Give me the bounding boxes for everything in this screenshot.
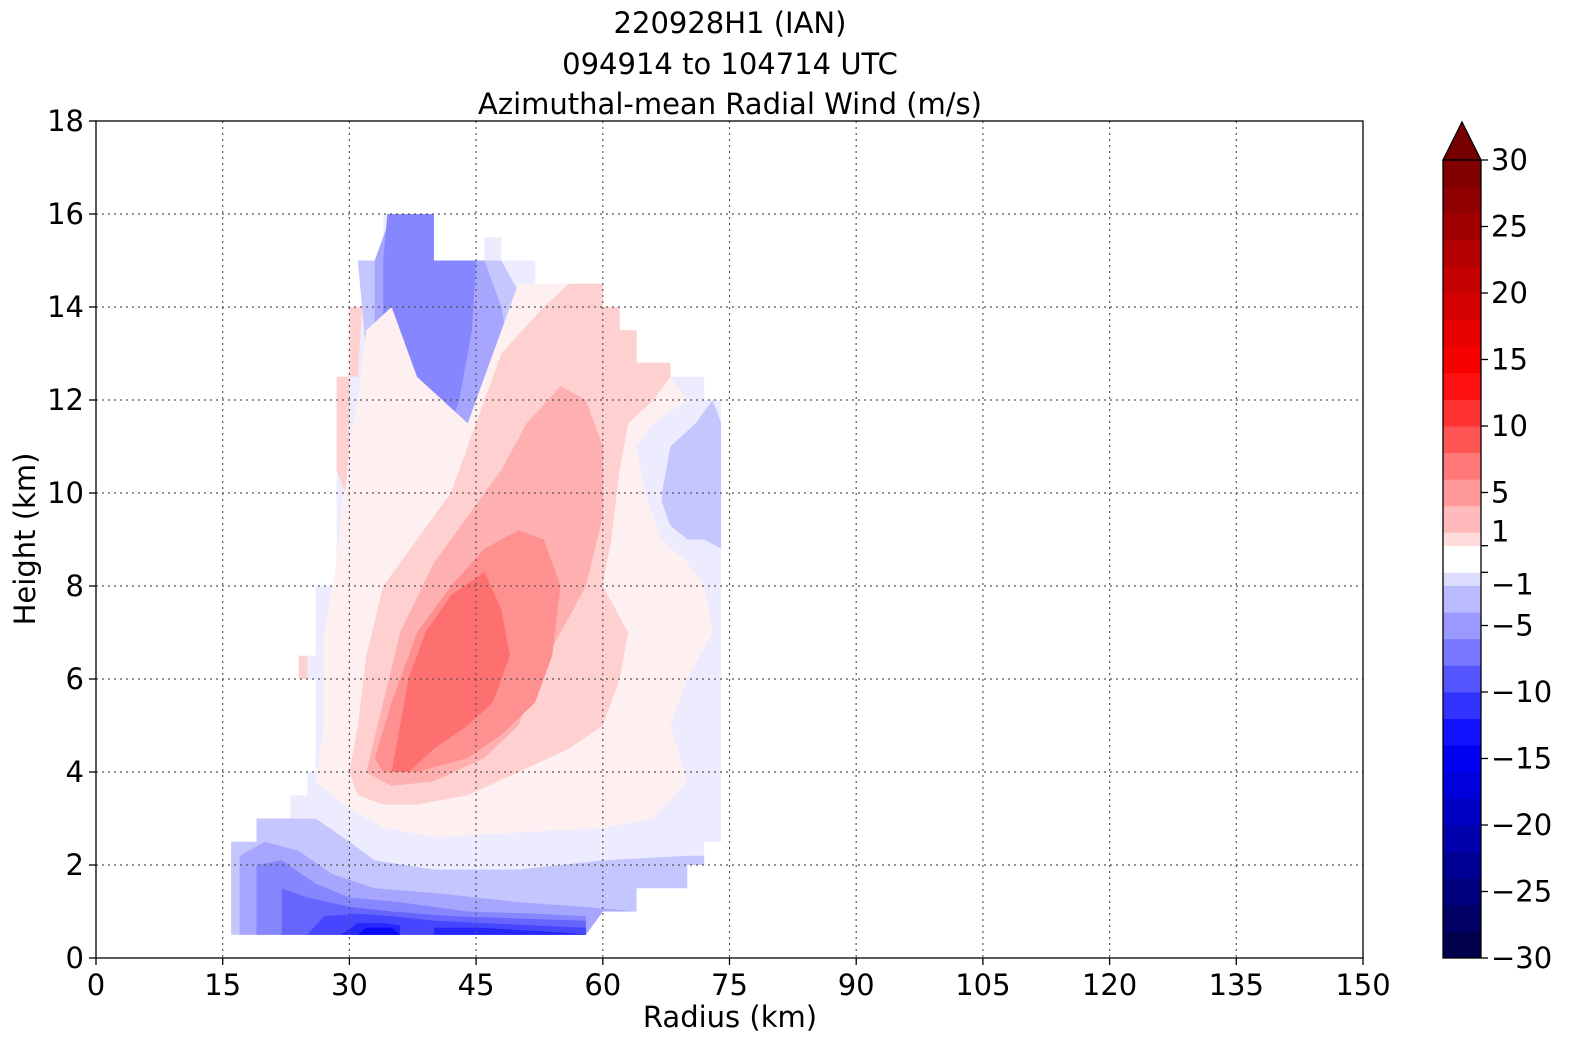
- colorbar-band-24: [1443, 319, 1481, 347]
- contour-region-17: [298, 655, 308, 679]
- colorbar-band-27: [1443, 239, 1481, 267]
- contour-fill-layer: [231, 214, 722, 935]
- contour-region-12: [357, 927, 401, 935]
- x-tick-label-1: 15: [204, 968, 241, 1002]
- colorbar-band-16: [1443, 532, 1481, 547]
- y-tick-label-6: 12: [47, 383, 84, 417]
- y-axis-ticks: 0 2 4 6 8 10 12 14 16 18: [47, 104, 96, 975]
- colorbar-band-7: [1443, 745, 1481, 773]
- colorbar-band-23: [1443, 346, 1481, 374]
- colorbar-tick-label-10: −15: [1491, 742, 1552, 776]
- x-tick-label-0: 0: [87, 968, 105, 1002]
- contour-region-16: [349, 307, 363, 377]
- colorbar: [1441, 120, 1483, 959]
- chart-title-line-2: 094914 to 104714 UTC: [562, 47, 898, 81]
- colorbar-band-17: [1443, 505, 1481, 533]
- colorbar-extend-arrow: [1441, 120, 1483, 161]
- y-tick-label-4: 8: [66, 569, 84, 603]
- colorbar-tick-label-4: 10: [1491, 409, 1528, 443]
- colorbar-band-0: [1443, 931, 1481, 959]
- colorbar-tick-label-1: 25: [1491, 210, 1528, 244]
- chart-title: 220928H1 (IAN) 094914 to 104714 UTC Azim…: [478, 6, 982, 121]
- contour-region-20: [391, 572, 510, 772]
- x-tick-label-2: 30: [331, 968, 368, 1002]
- contour-region-15: [336, 376, 350, 493]
- colorbar-band-26: [1443, 266, 1481, 294]
- colorbar-band-1: [1443, 904, 1481, 932]
- x-tick-label-6: 90: [838, 968, 875, 1002]
- x-axis-ticks: 0 15 30 45 60 75 90 105 120 135 150: [87, 958, 1391, 1002]
- colorbar-band-21: [1443, 399, 1481, 427]
- colorbar-band-6: [1443, 771, 1481, 799]
- colorbar-band-8: [1443, 718, 1481, 746]
- y-tick-label-9: 18: [47, 104, 84, 138]
- colorbar-band-13: [1443, 585, 1481, 613]
- colorbar-band-9: [1443, 692, 1481, 719]
- colorbar-band-25: [1443, 293, 1481, 320]
- colorbar-tick-label-9: −10: [1491, 675, 1552, 709]
- colorbar-tick-label-7: −1: [1491, 567, 1534, 601]
- colorbar-tick-label-8: −5: [1491, 609, 1534, 643]
- colorbar-band-2: [1443, 878, 1481, 906]
- colorbar-band-20: [1443, 426, 1481, 453]
- colorbar-tick-label-11: −20: [1491, 808, 1552, 842]
- colorbar-band-5: [1443, 798, 1481, 826]
- x-tick-label-4: 60: [584, 968, 621, 1002]
- colorbar-band-15: [1443, 545, 1481, 573]
- colorbar-band-14: [1443, 572, 1481, 586]
- x-tick-label-10: 150: [1335, 968, 1390, 1002]
- colorbar-band-18: [1443, 479, 1481, 507]
- colorbar-band-3: [1443, 851, 1481, 879]
- y-tick-label-1: 2: [66, 848, 84, 882]
- x-tick-label-3: 45: [458, 968, 495, 1002]
- colorbar-band-28: [1443, 213, 1481, 241]
- colorbar-frame: [1442, 159, 1482, 959]
- colorbar-tick-label-5: 5: [1491, 476, 1509, 510]
- y-tick-label-5: 10: [47, 476, 84, 510]
- colorbar-band-12: [1443, 612, 1481, 640]
- contour-region-3: [661, 400, 722, 549]
- x-tick-label-8: 120: [1082, 968, 1137, 1002]
- colorbar-tick-label-12: −25: [1491, 875, 1552, 909]
- chart-title-line-3: Azimuthal-mean Radial Wind (m/s): [478, 87, 982, 121]
- y-tick-label-7: 14: [47, 290, 84, 324]
- x-tick-label-7: 105: [955, 968, 1010, 1002]
- colorbar-ticks: 30 25 20 15 10 5 1 −1 −5 −10 −15 −20 −25 −30: [1481, 143, 1552, 975]
- y-tick-label-2: 4: [66, 755, 84, 789]
- colorbar-tick-label-2: 20: [1491, 276, 1528, 310]
- chart-title-line-1: 220928H1 (IAN): [614, 6, 847, 40]
- y-tick-label-0: 0: [66, 941, 84, 975]
- x-axis-label: Radius (km): [643, 1000, 817, 1034]
- colorbar-band-29: [1443, 186, 1481, 214]
- colorbar-tick-label-0: 30: [1491, 143, 1528, 177]
- plot-grid: [96, 121, 1363, 958]
- colorbar-band-4: [1443, 825, 1481, 852]
- y-tick-label-3: 6: [66, 662, 84, 696]
- x-tick-label-5: 75: [711, 968, 748, 1002]
- colorbar-band-11: [1443, 638, 1481, 666]
- colorbar-tick-label-13: −30: [1491, 941, 1552, 975]
- colorbar-band-22: [1443, 372, 1481, 400]
- contour-region-11: [433, 927, 586, 935]
- colorbar-band-19: [1443, 452, 1481, 480]
- colorbar-band-10: [1443, 665, 1481, 693]
- y-tick-label-8: 16: [47, 197, 84, 231]
- y-axis-label: Height (km): [8, 453, 42, 626]
- colorbar-tick-label-6: 1: [1491, 515, 1509, 549]
- x-tick-label-9: 135: [1209, 968, 1264, 1002]
- colorbar-band-30: [1443, 160, 1481, 187]
- colorbar-tick-label-3: 15: [1491, 343, 1528, 377]
